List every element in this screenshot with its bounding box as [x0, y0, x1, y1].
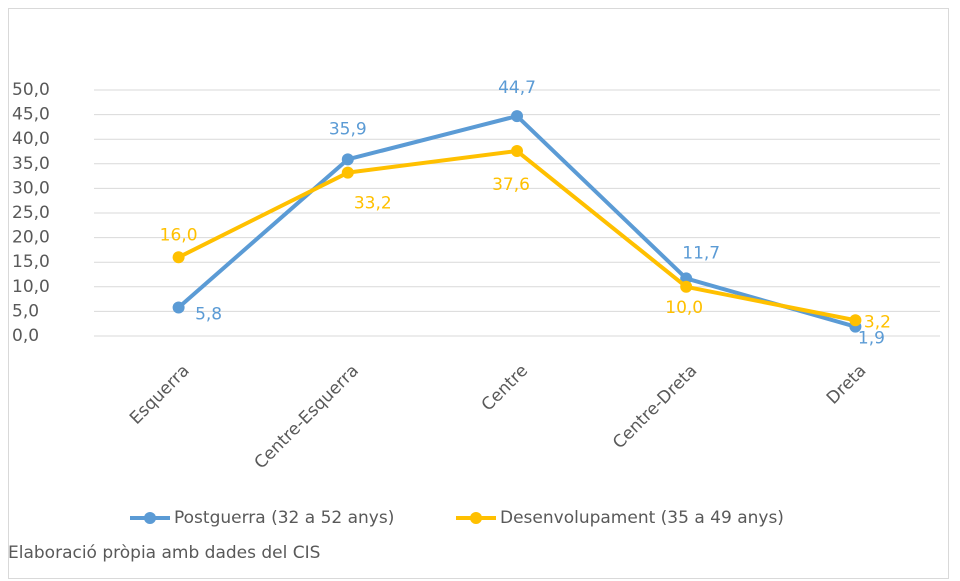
y-tick-label: 5,0: [12, 301, 39, 321]
data-label: 44,7: [498, 78, 536, 98]
y-tick-label: 15,0: [12, 252, 50, 272]
legend-label: Postguerra (32 a 52 anys): [174, 508, 394, 528]
chart-border: [8, 8, 949, 579]
data-point: [511, 110, 523, 123]
y-tick-label: 30,0: [12, 178, 50, 198]
y-tick-label: 25,0: [12, 203, 50, 223]
data-label: 5,8: [195, 304, 222, 324]
data-point: [172, 301, 185, 314]
legend-marker: [144, 512, 156, 524]
data-point: [172, 251, 185, 264]
y-tick-label: 45,0: [12, 105, 50, 125]
data-point: [341, 166, 354, 179]
legend-label: Desenvolupament (35 a 49 anys): [500, 508, 784, 528]
y-tick-label: 50,0: [12, 80, 50, 100]
data-label: 35,9: [329, 119, 367, 139]
data-point: [680, 280, 693, 293]
data-label: 37,6: [492, 175, 530, 195]
y-tick-label: 35,0: [12, 154, 50, 174]
data-label: 3,2: [864, 312, 891, 332]
data-point: [680, 272, 693, 285]
y-tick-label: 40,0: [12, 129, 50, 149]
data-point: [511, 145, 523, 158]
data-label: 11,7: [682, 243, 720, 263]
y-tick-label: 20,0: [12, 228, 50, 248]
y-tick-label: 0,0: [12, 326, 39, 346]
data-label: 1,9: [858, 329, 885, 349]
y-tick-label: 10,0: [12, 277, 50, 297]
legend-marker: [470, 512, 482, 524]
data-label: 16,0: [160, 225, 198, 245]
data-label: 10,0: [665, 298, 703, 318]
source-note: Elaboració pròpia amb dades del CIS: [8, 543, 320, 563]
data-point: [849, 314, 862, 327]
data-point: [341, 153, 354, 166]
data-label: 33,2: [354, 194, 392, 214]
